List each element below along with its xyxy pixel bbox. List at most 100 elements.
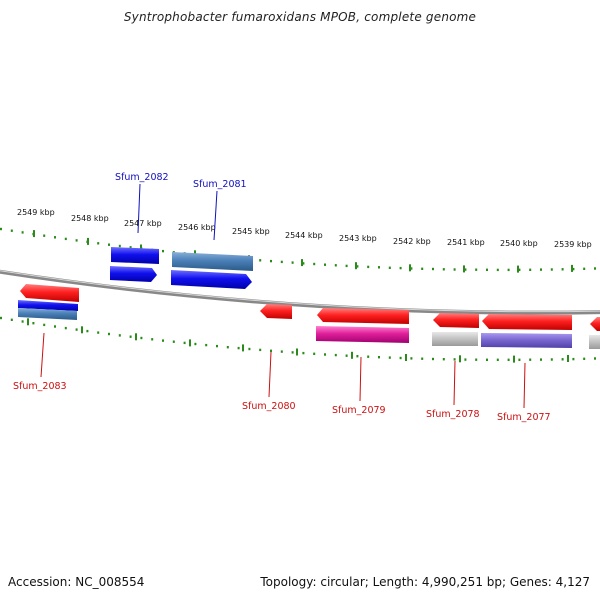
- feature-sfum-2082[interactable]: Sfum_2082: [110, 172, 169, 282]
- genome-summary-text: Topology: circular; Length: 4,990,251 bp…: [260, 575, 590, 589]
- minor-tick: [324, 263, 326, 266]
- minor-tick: [226, 346, 229, 349]
- minor-tick: [550, 358, 553, 361]
- minor-tick: [302, 262, 305, 265]
- inner-scale-ticks: [0, 316, 596, 363]
- feature-label[interactable]: Sfum_2083: [13, 381, 67, 392]
- feature-label[interactable]: Sfum_2080: [242, 401, 296, 412]
- minor-tick: [280, 260, 283, 264]
- minor-tick: [280, 350, 283, 353]
- gene-arrow[interactable]: [590, 317, 600, 331]
- minor-tick: [151, 338, 154, 341]
- minor-tick: [442, 268, 445, 271]
- minor-tick: [194, 342, 197, 346]
- feature-label[interactable]: Sfum_2081: [193, 179, 247, 190]
- minor-tick: [378, 356, 380, 359]
- genome-backbone-highlight: [0, 270, 600, 313]
- feature-label[interactable]: Sfum_2078: [426, 409, 480, 420]
- gene-arrow[interactable]: [433, 313, 479, 328]
- minor-tick: [118, 334, 121, 337]
- feature-edge-partial[interactable]: [589, 317, 600, 349]
- gene-arrow[interactable]: [482, 314, 572, 330]
- minor-tick: [594, 357, 596, 360]
- accession-text: Accession: NC_008554: [8, 575, 145, 589]
- minor-tick: [540, 268, 542, 271]
- feature-leader-line: [213, 190, 218, 241]
- minor-tick: [442, 358, 445, 361]
- scale-label: 2543 kbp: [339, 234, 377, 243]
- feature-label[interactable]: Sfum_2082: [115, 172, 169, 183]
- minor-tick: [356, 355, 359, 358]
- minor-tick: [313, 262, 316, 266]
- minor-tick: [183, 341, 186, 345]
- minor-tick: [10, 229, 13, 232]
- minor-tick: [291, 351, 294, 354]
- feature-sfum-2081[interactable]: Sfum_2081: [171, 179, 253, 289]
- minor-tick: [475, 268, 478, 271]
- minor-tick: [345, 354, 348, 357]
- minor-tick: [21, 320, 24, 323]
- feature-sfum-2083[interactable]: Sfum_2083: [13, 284, 79, 392]
- cds-arrow[interactable]: [589, 335, 600, 349]
- cds-arrow[interactable]: [18, 300, 78, 311]
- feature-sfum-2080[interactable]: Sfum_2080: [242, 304, 296, 412]
- cds-arrow[interactable]: [481, 333, 572, 348]
- feature-label[interactable]: Sfum_2079: [332, 405, 386, 416]
- minor-tick: [108, 243, 110, 246]
- cds-arrow-overlay[interactable]: [18, 308, 77, 320]
- cds-arrow[interactable]: [110, 266, 157, 282]
- minor-tick: [97, 331, 100, 334]
- feature-sfum-2077[interactable]: Sfum_2077: [481, 314, 572, 423]
- minor-tick: [421, 267, 424, 270]
- feature-label[interactable]: Sfum_2077: [497, 412, 551, 423]
- minor-tick: [399, 266, 402, 270]
- minor-tick: [529, 358, 532, 361]
- minor-tick: [432, 267, 434, 271]
- feature-sfum-2079[interactable]: Sfum_2079: [316, 308, 409, 416]
- minor-tick: [43, 234, 46, 237]
- scale-label: 2549 kbp: [17, 208, 55, 217]
- minor-tick: [486, 268, 488, 271]
- scale-label: 2542 kbp: [393, 237, 431, 246]
- minor-tick: [367, 265, 370, 269]
- minor-tick: [334, 264, 337, 267]
- major-tick: [296, 348, 298, 356]
- map-title: Syntrophobacter fumaroxidans MPOB, compl…: [123, 10, 477, 24]
- minor-tick: [108, 332, 110, 336]
- gene-arrow[interactable]: [111, 247, 159, 264]
- gene-arrow[interactable]: [20, 284, 79, 302]
- minor-tick: [453, 268, 456, 271]
- feature-leader-line: [268, 351, 272, 398]
- feature-sfum-2078[interactable]: Sfum_2078: [426, 313, 480, 420]
- major-tick: [242, 344, 244, 352]
- cds-arrow[interactable]: [171, 270, 252, 289]
- minor-tick: [432, 357, 434, 361]
- cds-arrow[interactable]: [316, 326, 409, 343]
- gene-arrow[interactable]: [172, 252, 253, 271]
- minor-tick: [129, 335, 132, 338]
- scale-label: 2545 kbp: [232, 227, 270, 236]
- minor-tick: [10, 318, 13, 321]
- minor-tick: [334, 353, 337, 357]
- scale-label: 2548 kbp: [71, 214, 109, 223]
- minor-tick: [313, 352, 316, 355]
- minor-tick: [21, 231, 24, 234]
- scale-label: 2547 kbp: [124, 219, 162, 228]
- minor-tick: [550, 268, 553, 271]
- minor-tick: [486, 358, 488, 361]
- minor-tick: [291, 261, 294, 264]
- minor-tick: [140, 336, 143, 340]
- minor-tick: [388, 356, 391, 359]
- gene-arrow[interactable]: [260, 304, 292, 319]
- minor-tick: [496, 268, 499, 272]
- scale-label: 2544 kbp: [285, 231, 323, 240]
- gene-arrow[interactable]: [317, 308, 409, 324]
- minor-tick: [97, 242, 100, 245]
- minor-tick: [162, 249, 164, 253]
- cds-arrow[interactable]: [432, 332, 478, 346]
- minor-tick: [561, 358, 564, 361]
- minor-tick: [367, 355, 370, 358]
- feature-leader-line: [40, 332, 45, 378]
- feature-leader-line: [137, 183, 141, 234]
